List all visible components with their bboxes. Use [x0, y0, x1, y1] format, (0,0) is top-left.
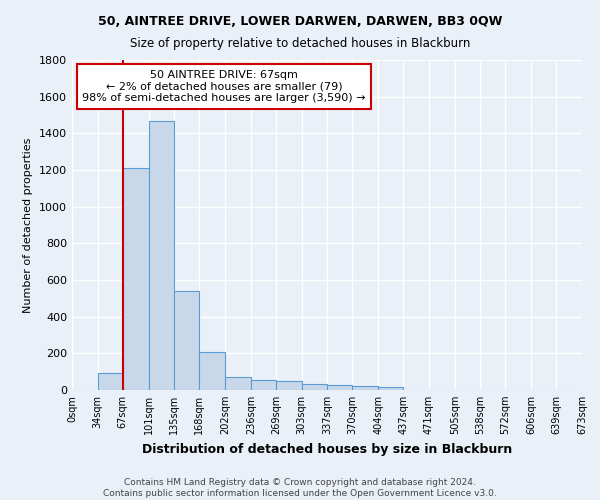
- X-axis label: Distribution of detached houses by size in Blackburn: Distribution of detached houses by size …: [142, 442, 512, 456]
- Bar: [276, 381, 302, 390]
- Bar: [149, 120, 175, 390]
- Bar: [123, 168, 149, 390]
- Bar: [175, 291, 199, 390]
- Bar: [98, 372, 123, 390]
- Text: 50, AINTREE DRIVE, LOWER DARWEN, DARWEN, BB3 0QW: 50, AINTREE DRIVE, LOWER DARWEN, DARWEN,…: [98, 15, 502, 28]
- Text: Size of property relative to detached houses in Blackburn: Size of property relative to detached ho…: [130, 38, 470, 51]
- Bar: [352, 386, 378, 390]
- Y-axis label: Number of detached properties: Number of detached properties: [23, 138, 34, 312]
- Bar: [378, 387, 403, 390]
- Bar: [251, 380, 276, 390]
- Bar: [199, 352, 225, 390]
- Bar: [225, 377, 251, 390]
- Bar: [302, 384, 328, 390]
- Bar: [328, 384, 352, 390]
- Text: Contains HM Land Registry data © Crown copyright and database right 2024.
Contai: Contains HM Land Registry data © Crown c…: [103, 478, 497, 498]
- Text: 50 AINTREE DRIVE: 67sqm
← 2% of detached houses are smaller (79)
98% of semi-det: 50 AINTREE DRIVE: 67sqm ← 2% of detached…: [82, 70, 366, 103]
